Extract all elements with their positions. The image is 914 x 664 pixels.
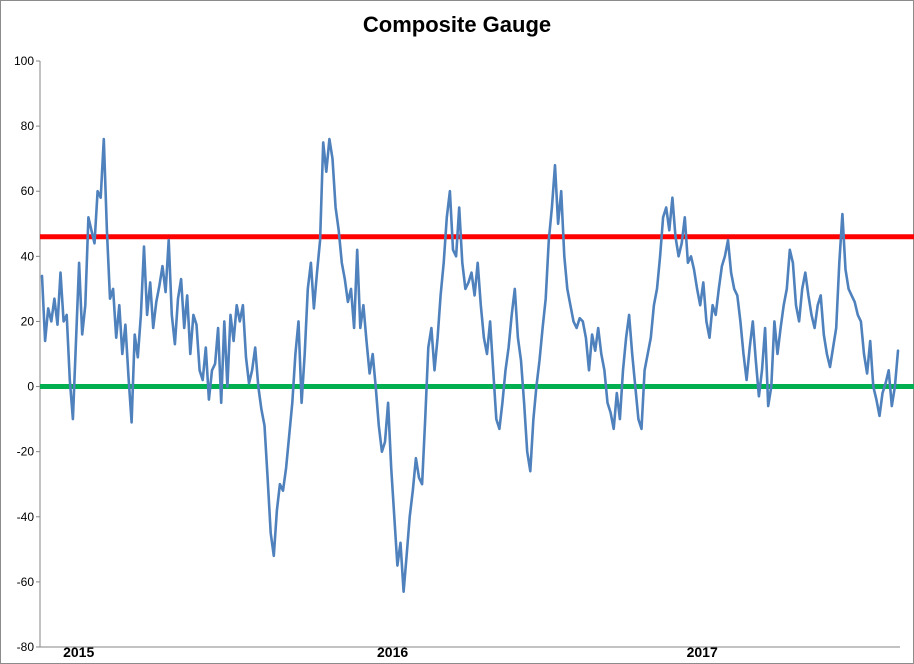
y-tick-label: 20 — [21, 314, 35, 328]
series-line — [40, 137, 900, 594]
series-layer — [40, 137, 900, 594]
labels-layer: 100 80 60 40 20 0 -20 -40 -60 -80 2015 2016 2017 — [14, 54, 718, 660]
x-category-label: 2016 — [377, 644, 408, 660]
axes-layer — [36, 60, 900, 648]
y-tick-label: -80 — [17, 640, 35, 654]
x-category-label: 2017 — [687, 644, 718, 660]
y-tick-label: -20 — [17, 445, 35, 459]
y-tick-label: 60 — [21, 184, 35, 198]
y-tick-label: -40 — [17, 510, 35, 524]
y-tick-label: -60 — [17, 575, 35, 589]
chart-title: Composite Gauge — [362, 12, 552, 37]
y-tick-label: 80 — [21, 119, 35, 133]
y-tick-label: 100 — [14, 54, 34, 68]
y-tick-label: 0 — [27, 380, 34, 394]
y-tick-label: 40 — [21, 249, 35, 263]
x-category-label: 2015 — [63, 644, 94, 660]
